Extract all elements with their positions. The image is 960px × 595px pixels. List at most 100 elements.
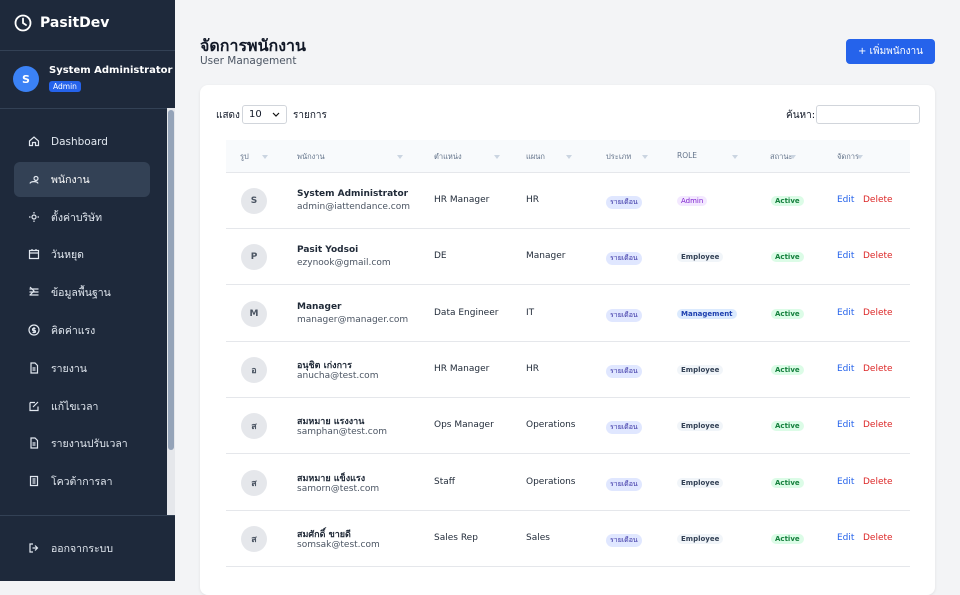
type-badge: รายเดือน (606, 421, 642, 435)
nav-item[interactable]: พนักงาน (14, 161, 150, 197)
delete-link[interactable]: Delete (863, 307, 893, 318)
nav-item[interactable]: รายงาน (14, 351, 150, 386)
column-header[interactable]: พนักงาน (297, 152, 325, 161)
type-badge: รายเดือน (606, 364, 642, 378)
edit-link[interactable]: Edit (837, 532, 855, 543)
table-row: S System Administrator admin@iattendance.c… (226, 173, 910, 229)
entries-label: รายการ (293, 110, 327, 121)
type-badge: รายเดือน (606, 477, 642, 491)
divider (0, 108, 175, 109)
status-badge: Active (771, 421, 804, 432)
divider (0, 50, 175, 51)
nav-item[interactable]: ตั้งค่าบริษัท (14, 200, 150, 235)
page-length-select[interactable]: 10 (242, 105, 287, 124)
search-input[interactable] (816, 105, 920, 124)
status-badge: Active (771, 196, 804, 206)
avatar: M (241, 300, 267, 327)
edit-link[interactable]: Edit (837, 251, 855, 262)
role-badge: Employee (677, 421, 724, 432)
status-badge: Active (771, 308, 804, 319)
delete-link[interactable]: Delete (863, 476, 893, 487)
column-header[interactable]: ROLE (677, 151, 698, 160)
search-label: ค้นหา: (786, 110, 816, 121)
column-header[interactable]: รูป (240, 152, 249, 161)
avatar: ส (241, 413, 267, 440)
nav-item[interactable]: แก้ไขเวลา (14, 389, 150, 424)
edit-link[interactable]: Edit (837, 363, 855, 374)
table-row: ส สมหมาย แข็งแรง samorn@test.com Staff Opera… (226, 455, 910, 511)
employee-email: samorn@test.com (297, 483, 380, 494)
role-badge: Employee (677, 477, 724, 488)
position: Data Engineer (434, 307, 499, 318)
employee-email: samphan@test.com (297, 427, 387, 438)
divider (0, 515, 175, 516)
column-header[interactable]: จัดการ (837, 152, 860, 161)
role-badge: Admin (677, 196, 708, 206)
status-badge: Active (771, 364, 804, 375)
department: HR (526, 195, 540, 205)
type-badge: รายเดือน (606, 196, 642, 209)
delete-link[interactable]: Delete (863, 251, 893, 262)
nav-label: รายงาน (51, 362, 87, 375)
table-row: ส สมศักดิ์ ขายดี somsak@test.com Sales Rep S… (226, 511, 910, 567)
position: DE (434, 251, 447, 262)
logout-label: ออกจากระบบ (51, 543, 113, 555)
column-header[interactable]: ประเภท (606, 152, 632, 161)
delete-link[interactable]: Delete (863, 363, 893, 374)
avatar: ส (241, 525, 267, 552)
employee-name: สมหมาย แข็งแรง (297, 473, 366, 484)
delete-link[interactable]: Delete (863, 420, 893, 431)
avatar: P (241, 244, 267, 271)
role-badge: Management (677, 308, 737, 319)
avatar: อ (241, 356, 267, 383)
page-length: 10 (249, 109, 262, 120)
nav-item[interactable]: คิดค่าแรง (14, 313, 150, 348)
page: {"sidebar":{"brand":"PasitDev","user":{"… (0, 0, 960, 581)
column-header[interactable]: ตำแหน่ง (434, 152, 462, 161)
employee-email: anucha@test.com (297, 370, 379, 381)
edit-link[interactable]: Edit (837, 195, 855, 205)
user-avatar: S (13, 66, 39, 92)
delete-link[interactable]: Delete (863, 532, 893, 543)
column-header[interactable]: แผนก (526, 152, 545, 161)
edit-link[interactable]: Edit (837, 307, 855, 318)
employee-name: อนุชิต เก่งการ (297, 360, 352, 371)
delete-link[interactable]: Delete (863, 195, 893, 205)
type-badge: รายเดือน (606, 308, 642, 322)
edit-link[interactable]: Edit (837, 476, 855, 487)
position: HR Manager (434, 363, 490, 374)
scrollbar (167, 108, 175, 516)
nav-item[interactable]: รายงานปรับเวลา (14, 426, 150, 461)
department: HR (526, 363, 540, 374)
department: Sales (526, 532, 550, 543)
nav-item[interactable]: ข้อมูลพื้นฐาน (14, 275, 150, 310)
nav-label: รายงานปรับเวลา (51, 438, 128, 451)
nav-item[interactable]: โควต้าการลา (14, 464, 150, 499)
department: Manager (526, 251, 566, 262)
position: HR Manager (434, 195, 490, 205)
avatar: S (241, 188, 267, 214)
column-header[interactable]: สถานะ (770, 152, 793, 161)
position: Ops Manager (434, 420, 494, 431)
status-badge: Active (771, 477, 804, 488)
nav-item[interactable]: วันหยุด (14, 237, 150, 272)
status-badge: Active (771, 533, 804, 544)
user-name: System Administrator (49, 65, 173, 76)
role-badge: Employee (677, 364, 724, 375)
position: Sales Rep (434, 532, 478, 543)
employee-name: Manager (297, 301, 342, 312)
nav-label: คิดค่าแรง (51, 325, 96, 337)
employee-name: สมหมาย แรงงาน (297, 417, 365, 428)
type-badge: รายเดือน (606, 533, 642, 547)
nav-item[interactable]: Dashboard (14, 124, 150, 159)
add-button[interactable]: + เพิ่มพนักงาน (846, 39, 935, 64)
page-title: จัดการพนักงาน (200, 36, 306, 55)
show-label: แสดง (216, 110, 240, 121)
nav-label: Dashboard (51, 135, 108, 148)
edit-link[interactable]: Edit (837, 420, 855, 431)
user-role: Admin (49, 81, 81, 92)
logout[interactable]: ออกจากระบบ (14, 531, 150, 566)
employee-email: somsak@test.com (297, 539, 380, 550)
position: Staff (434, 476, 455, 487)
department: Operations (526, 476, 576, 487)
